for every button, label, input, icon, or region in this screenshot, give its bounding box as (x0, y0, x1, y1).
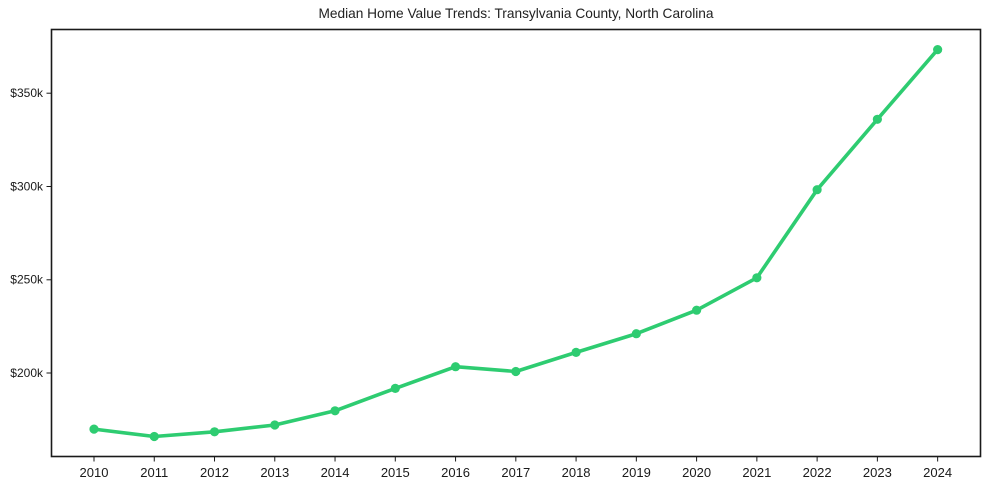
svg-text:2010: 2010 (80, 465, 109, 480)
svg-text:2012: 2012 (200, 465, 229, 480)
svg-text:2017: 2017 (501, 465, 530, 480)
svg-text:2011: 2011 (140, 465, 168, 480)
svg-text:2024: 2024 (923, 465, 952, 480)
svg-text:2016: 2016 (441, 465, 470, 480)
svg-text:2013: 2013 (260, 465, 289, 480)
svg-text:2022: 2022 (803, 465, 832, 480)
svg-text:2019: 2019 (622, 465, 651, 480)
svg-text:2015: 2015 (381, 465, 410, 480)
svg-text:2023: 2023 (863, 465, 892, 480)
svg-text:$250k: $250k (10, 273, 44, 287)
svg-text:$300k: $300k (10, 179, 44, 193)
svg-text:$200k: $200k (10, 366, 44, 380)
svg-text:2018: 2018 (562, 465, 591, 480)
svg-text:$350k: $350k (10, 86, 44, 100)
svg-text:2014: 2014 (321, 465, 350, 480)
svg-text:2020: 2020 (682, 465, 711, 480)
svg-text:2021: 2021 (742, 465, 771, 480)
